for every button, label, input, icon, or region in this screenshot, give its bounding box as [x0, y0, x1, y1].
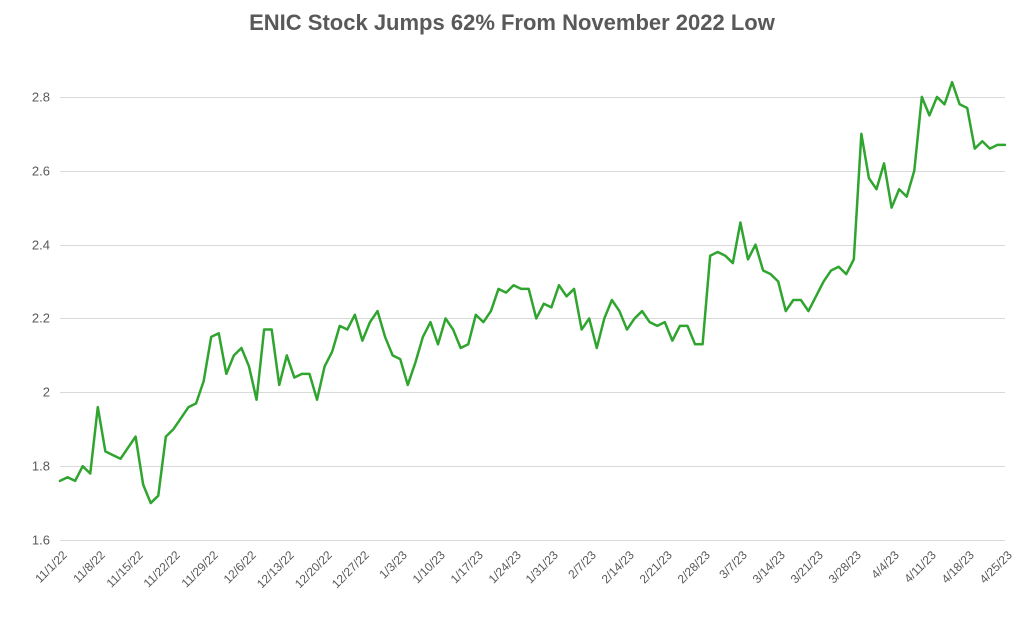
plot-area: 1.61.822.22.42.62.811/1/2211/8/2211/15/2… [60, 60, 1005, 540]
x-tick-label: 1/10/23 [410, 548, 448, 586]
y-tick-label: 2 [10, 385, 50, 400]
y-tick-label: 1.8 [10, 459, 50, 474]
x-tick-label: 3/7/23 [717, 548, 750, 581]
x-tick-label: 11/15/22 [103, 548, 145, 590]
x-tick-label: 11/1/22 [32, 548, 70, 586]
chart-title: ENIC Stock Jumps 62% From November 2022 … [0, 10, 1024, 36]
x-tick-label: 11/8/22 [70, 548, 108, 586]
y-tick-label: 2.6 [10, 163, 50, 178]
stock-line-chart: ENIC Stock Jumps 62% From November 2022 … [0, 0, 1024, 631]
x-tick-label: 4/11/23 [902, 548, 940, 586]
x-tick-label: 1/24/23 [485, 548, 523, 586]
x-tick-label: 4/25/23 [977, 548, 1015, 586]
x-tick-label: 1/3/23 [377, 548, 410, 581]
y-tick-label: 2.2 [10, 311, 50, 326]
x-tick-label: 2/28/23 [674, 548, 712, 586]
y-tick-label: 2.4 [10, 237, 50, 252]
x-tick-label: 2/14/23 [599, 548, 637, 586]
x-tick-label: 12/20/22 [292, 548, 335, 591]
gridline [60, 540, 1005, 541]
x-tick-label: 12/27/22 [329, 548, 372, 591]
x-tick-label: 12/13/22 [254, 548, 297, 591]
y-tick-label: 2.8 [10, 89, 50, 104]
x-tick-label: 1/17/23 [447, 548, 485, 586]
x-tick-label: 2/7/23 [566, 548, 599, 581]
x-tick-label: 2/21/23 [636, 548, 674, 586]
x-tick-label: 3/21/23 [788, 548, 826, 586]
x-tick-label: 3/28/23 [825, 548, 863, 586]
x-tick-label: 11/22/22 [141, 548, 183, 590]
x-tick-label: 4/4/23 [868, 548, 901, 581]
x-tick-label: 4/18/23 [939, 548, 977, 586]
x-tick-label: 3/14/23 [750, 548, 788, 586]
y-tick-label: 1.6 [10, 533, 50, 548]
series-line [60, 60, 1005, 540]
x-tick-label: 11/29/22 [179, 548, 221, 590]
x-tick-label: 1/31/23 [523, 548, 561, 586]
